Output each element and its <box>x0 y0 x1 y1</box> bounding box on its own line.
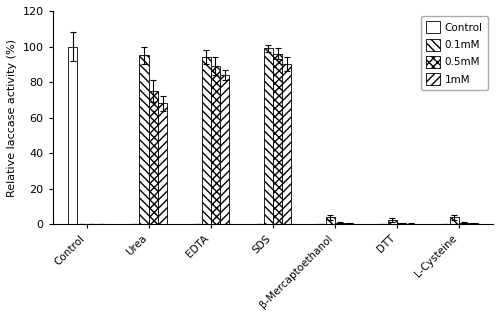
Bar <box>140 55 149 224</box>
Bar <box>388 220 397 224</box>
Bar <box>450 217 459 224</box>
Legend: Control, 0.1mM, 0.5mM, 1mM: Control, 0.1mM, 0.5mM, 1mM <box>420 16 488 90</box>
Bar <box>158 103 168 224</box>
Bar <box>273 54 282 224</box>
Bar <box>211 66 220 224</box>
Bar <box>149 91 158 224</box>
Bar <box>68 47 78 224</box>
Bar <box>220 75 230 224</box>
Bar <box>335 223 344 224</box>
Bar <box>282 64 292 224</box>
Bar <box>326 217 335 224</box>
Bar <box>459 223 468 224</box>
Bar <box>202 57 211 224</box>
Y-axis label: Relative laccase activity (%): Relative laccase activity (%) <box>7 39 17 197</box>
Bar <box>468 223 477 224</box>
Bar <box>264 48 273 224</box>
Bar <box>397 223 406 224</box>
Bar <box>344 223 354 224</box>
